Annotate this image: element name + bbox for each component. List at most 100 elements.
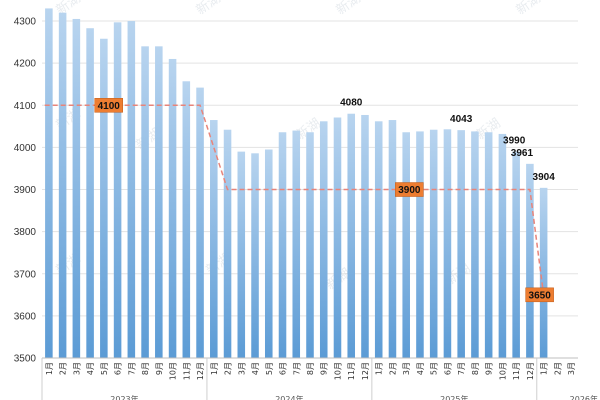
x-tick-label: 4月 bbox=[86, 362, 95, 375]
bar bbox=[210, 120, 218, 358]
year-label: 2026年 bbox=[570, 394, 598, 400]
target-label-box bbox=[94, 98, 123, 113]
x-tick-label: 1月 bbox=[540, 362, 549, 375]
watermark: 新湖 bbox=[53, 0, 83, 18]
x-tick-label: 12月 bbox=[361, 362, 370, 380]
x-tick-label: 10月 bbox=[169, 362, 178, 380]
bar bbox=[45, 8, 53, 359]
bar bbox=[278, 132, 287, 358]
bar bbox=[388, 120, 397, 358]
bar bbox=[471, 131, 479, 358]
y-tick-label: 4100 bbox=[14, 101, 37, 112]
bar bbox=[100, 38, 108, 359]
y-tick-label: 3900 bbox=[14, 185, 37, 196]
bar bbox=[361, 114, 369, 359]
y-tick-label: 3800 bbox=[14, 227, 37, 238]
target-line-path bbox=[44, 104, 545, 295]
x-tick-label: 1月 bbox=[45, 362, 54, 375]
bar bbox=[223, 129, 232, 358]
year-label: 2024年 bbox=[275, 394, 303, 400]
x-tick-label: 1月 bbox=[375, 362, 384, 375]
bar bbox=[416, 131, 424, 358]
x-tick-label: 6月 bbox=[443, 362, 452, 375]
bar bbox=[539, 187, 548, 358]
bar bbox=[512, 151, 520, 358]
bar bbox=[292, 130, 301, 358]
x-tick-label: 9月 bbox=[485, 362, 494, 375]
x-tick-label: 4月 bbox=[251, 362, 260, 375]
bar bbox=[196, 87, 204, 358]
bar bbox=[182, 81, 191, 359]
x-tick-label: 3月 bbox=[402, 362, 411, 375]
x-tick-label: 5月 bbox=[265, 362, 274, 375]
bar bbox=[264, 149, 273, 358]
target-label-box bbox=[525, 287, 554, 303]
bar bbox=[319, 121, 328, 358]
bar bbox=[306, 132, 314, 358]
data-label: 3990 bbox=[503, 136, 526, 147]
x-tick-label: 7月 bbox=[292, 362, 301, 375]
x-tick-label: 2月 bbox=[59, 362, 68, 375]
target-label-box bbox=[395, 182, 424, 197]
x-tick-label: 3月 bbox=[72, 362, 81, 375]
data-label: 3961 bbox=[511, 148, 534, 159]
year-label: 2023年 bbox=[110, 394, 138, 400]
x-axis: 1月 2月 3月 4月 5月 6月 7月 8月 9月 10月 11月 12月 1月 2月 3月 4月 5月 6月 7… bbox=[41, 357, 598, 400]
x-tick-label: 8月 bbox=[141, 362, 150, 375]
bar bbox=[374, 121, 383, 358]
x-tick-label: 10月 bbox=[333, 362, 342, 380]
x-tick-label: 7月 bbox=[127, 362, 136, 375]
x-tick-label: 9月 bbox=[155, 362, 164, 375]
x-tick-label: 12月 bbox=[196, 362, 205, 380]
bar bbox=[113, 22, 122, 358]
x-tick-label: 6月 bbox=[114, 362, 123, 375]
x-tick-label: 11月 bbox=[182, 362, 191, 380]
watermark: 新湖 bbox=[193, 0, 223, 18]
x-tick-label: 2月 bbox=[388, 362, 397, 375]
y-tick-label: 4300 bbox=[14, 17, 37, 28]
y-tick-label: 4000 bbox=[14, 143, 37, 154]
x-tick-label: 9月 bbox=[320, 362, 329, 375]
bar bbox=[168, 58, 177, 358]
x-tick-label: 5月 bbox=[100, 362, 109, 375]
bar bbox=[237, 151, 246, 358]
x-tick-label: 2月 bbox=[224, 362, 233, 375]
bar bbox=[251, 153, 259, 358]
x-tick-label: 6月 bbox=[279, 362, 288, 375]
bar bbox=[58, 12, 67, 359]
y-tick-label: 4200 bbox=[14, 59, 37, 70]
bar bbox=[347, 113, 356, 358]
y-tick-label: 3500 bbox=[14, 354, 37, 365]
watermark: 新湖 bbox=[513, 0, 543, 18]
x-tick-label: 11月 bbox=[512, 362, 521, 380]
target-label: 3900 bbox=[398, 185, 421, 196]
bar bbox=[141, 46, 149, 359]
bar bbox=[155, 46, 163, 359]
bar bbox=[526, 163, 534, 358]
bar bbox=[72, 18, 81, 358]
bar bbox=[86, 28, 94, 359]
x-tick-label: 2月 bbox=[553, 362, 562, 375]
x-tick-label: 3月 bbox=[237, 362, 246, 375]
x-tick-label: 11月 bbox=[347, 362, 356, 380]
x-tick-label: 3月 bbox=[567, 362, 576, 375]
y-tick-label: 3600 bbox=[14, 311, 37, 322]
x-tick-label: 4月 bbox=[416, 362, 425, 375]
year-label: 2025年 bbox=[440, 394, 468, 400]
x-tick-label: 5月 bbox=[430, 362, 439, 375]
bars bbox=[45, 8, 548, 359]
watermark: 新湖 bbox=[333, 0, 363, 18]
data-label: 4080 bbox=[340, 98, 363, 109]
bar bbox=[402, 132, 410, 358]
bar bbox=[429, 129, 438, 358]
bar bbox=[484, 132, 493, 358]
y-tick-label: 3700 bbox=[14, 269, 37, 280]
target-label: 3650 bbox=[529, 290, 552, 301]
target-line: 4100 3900 3650 bbox=[44, 98, 554, 303]
x-tick-label: 1月 bbox=[210, 362, 219, 375]
x-tick-label: 8月 bbox=[306, 362, 315, 375]
bar bbox=[127, 21, 136, 358]
x-tick-label: 10月 bbox=[498, 362, 507, 380]
